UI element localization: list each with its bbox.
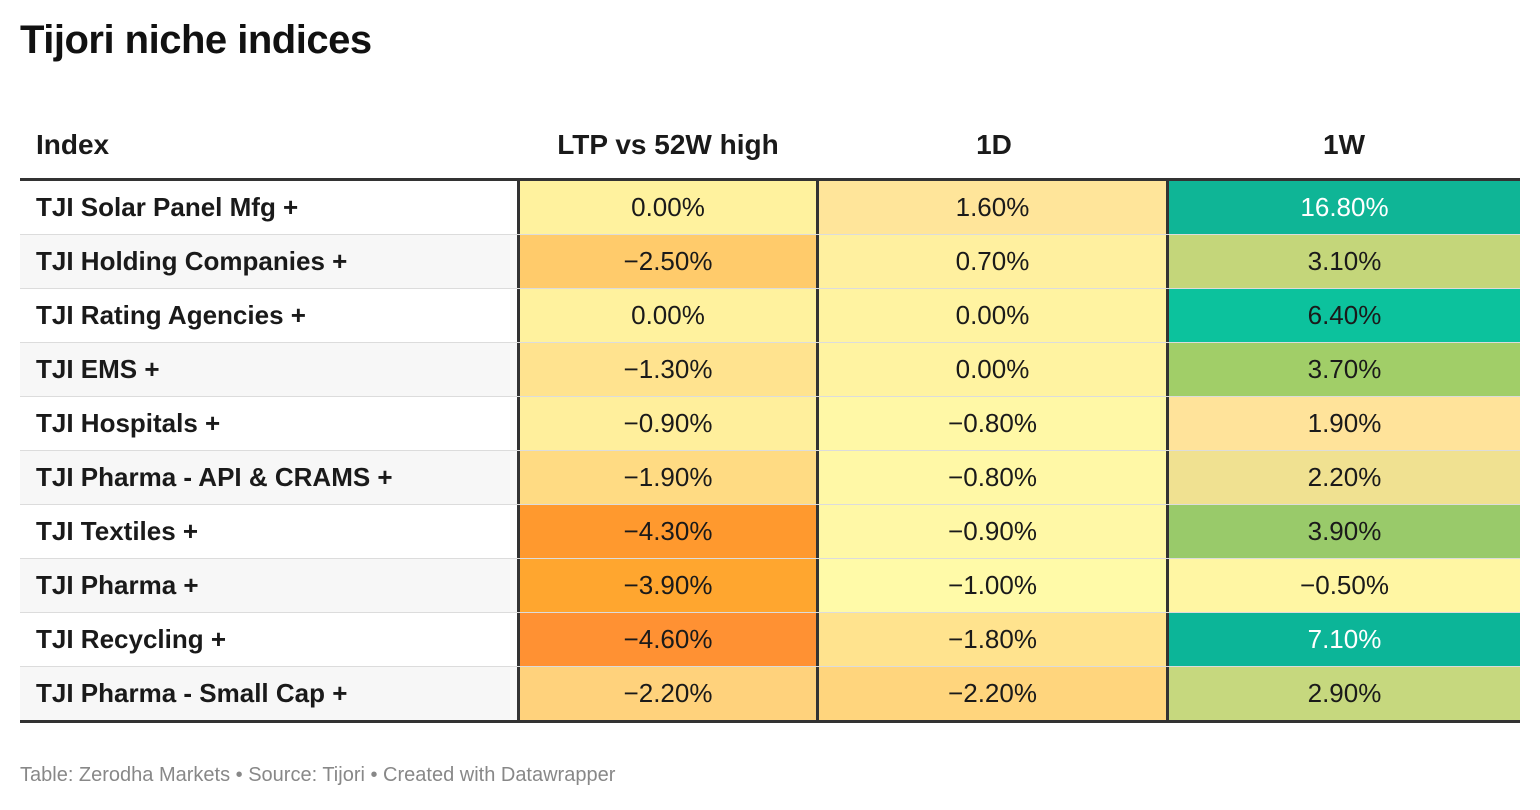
w1-cell: 1.90% <box>1169 397 1520 450</box>
d1-cell: −2.20% <box>819 667 1169 720</box>
ltp-cell: 0.00% <box>517 181 819 234</box>
w1-cell: 2.20% <box>1169 451 1520 504</box>
d1-cell: 0.00% <box>819 343 1169 396</box>
table-row: TJI Pharma - Small Cap + −2.20% −2.20% 2.90… <box>20 667 1520 720</box>
table-row: TJI Textiles + −4.30% −0.90% 3.90% <box>20 505 1520 559</box>
ltp-cell: −4.60% <box>517 613 819 666</box>
ltp-cell: −4.30% <box>517 505 819 558</box>
d1-cell: −1.80% <box>819 613 1169 666</box>
ltp-cell: −2.20% <box>517 667 819 720</box>
index-name-cell: TJI Pharma + <box>20 559 517 612</box>
d1-cell: 1.60% <box>819 181 1169 234</box>
d1-cell: −0.90% <box>819 505 1169 558</box>
table-row: TJI EMS + −1.30% 0.00% 3.70% <box>20 343 1520 397</box>
w1-cell: 3.70% <box>1169 343 1520 396</box>
ltp-cell: −1.90% <box>517 451 819 504</box>
table-row: TJI Hospitals + −0.90% −0.80% 1.90% <box>20 397 1520 451</box>
d1-cell: −0.80% <box>819 451 1169 504</box>
w1-cell: 2.90% <box>1169 667 1520 720</box>
ltp-cell: 0.00% <box>517 289 819 342</box>
table-row: TJI Holding Companies + −2.50% 0.70% 3.10% <box>20 235 1520 289</box>
footer-credits: Table: Zerodha Markets • Source: Tijori … <box>20 764 616 786</box>
column-header-1w[interactable]: 1W <box>1323 129 1365 160</box>
table-row: TJI Pharma - API & CRAMS + −1.90% −0.80% 2.… <box>20 451 1520 505</box>
w1-cell: 7.10% <box>1169 613 1520 666</box>
column-header-1d[interactable]: 1D <box>976 129 1012 160</box>
page-title: Tijori niche indices <box>20 18 372 62</box>
index-name-cell: TJI Solar Panel Mfg + <box>20 181 517 234</box>
w1-cell: 3.10% <box>1169 235 1520 288</box>
index-name-cell: TJI Textiles + <box>20 505 517 558</box>
index-name-cell: TJI EMS + <box>20 343 517 396</box>
d1-cell: −1.00% <box>819 559 1169 612</box>
data-table: Index LTP vs 52W high 1D 1W TJI Solar Pa… <box>20 112 1520 723</box>
index-name-cell: TJI Rating Agencies + <box>20 289 517 342</box>
d1-cell: −0.80% <box>819 397 1169 450</box>
d1-cell: 0.70% <box>819 235 1169 288</box>
table-body: TJI Solar Panel Mfg +0.00% 1.60% 16.80% TJI… <box>20 178 1520 723</box>
table-row: TJI Recycling + −4.60% −1.80% 7.10% <box>20 613 1520 667</box>
w1-cell: 3.90% <box>1169 505 1520 558</box>
table-row: TJI Rating Agencies +0.00% 0.00% 6.40% <box>20 289 1520 343</box>
index-name-cell: TJI Pharma - Small Cap + <box>20 667 517 720</box>
column-header-index[interactable]: Index <box>36 129 110 160</box>
w1-cell: 6.40% <box>1169 289 1520 342</box>
ltp-cell: −3.90% <box>517 559 819 612</box>
index-name-cell: TJI Recycling + <box>20 613 517 666</box>
table-header: Index LTP vs 52W high 1D 1W <box>20 112 1520 178</box>
ltp-cell: −1.30% <box>517 343 819 396</box>
ltp-cell: −0.90% <box>517 397 819 450</box>
w1-cell: 16.80% <box>1169 181 1520 234</box>
d1-cell: 0.00% <box>819 289 1169 342</box>
w1-cell: −0.50% <box>1169 559 1520 612</box>
ltp-cell: −2.50% <box>517 235 819 288</box>
column-header-ltp-vs-52w-high[interactable]: LTP vs 52W high <box>557 129 779 160</box>
index-name-cell: TJI Pharma - API & CRAMS + <box>20 451 517 504</box>
table-row: TJI Pharma + −3.90% −1.00% −0.50% <box>20 559 1520 613</box>
index-name-cell: TJI Holding Companies + <box>20 235 517 288</box>
index-name-cell: TJI Hospitals + <box>20 397 517 450</box>
table-row: TJI Solar Panel Mfg +0.00% 1.60% 16.80% <box>20 181 1520 235</box>
